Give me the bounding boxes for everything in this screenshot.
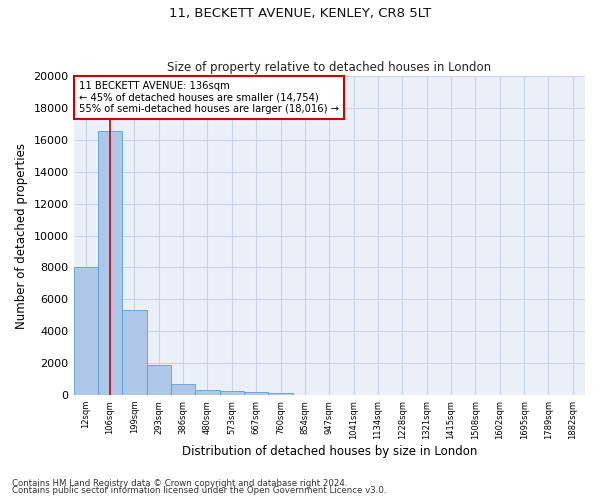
Title: Size of property relative to detached houses in London: Size of property relative to detached ho…	[167, 60, 491, 74]
Bar	[74, 266, 98, 395]
Text: Contains public sector information licensed under the Open Government Licence v3: Contains public sector information licen…	[12, 486, 386, 495]
Text: Contains HM Land Registry data © Crown copyright and database right 2024.: Contains HM Land Registry data © Crown c…	[12, 478, 347, 488]
Bar	[98, 131, 122, 395]
Bar	[196, 390, 220, 395]
Text: 11, BECKETT AVENUE, KENLEY, CR8 5LT: 11, BECKETT AVENUE, KENLEY, CR8 5LT	[169, 8, 431, 20]
X-axis label: Distribution of detached houses by size in London: Distribution of detached houses by size …	[182, 444, 477, 458]
Bar	[122, 310, 146, 395]
Bar	[244, 392, 268, 395]
Bar	[220, 392, 244, 395]
Y-axis label: Number of detached properties: Number of detached properties	[15, 142, 28, 328]
Text: 11 BECKETT AVENUE: 136sqm
← 45% of detached houses are smaller (14,754)
55% of s: 11 BECKETT AVENUE: 136sqm ← 45% of detac…	[79, 81, 338, 114]
Bar	[171, 384, 196, 395]
Bar	[146, 366, 171, 395]
Bar	[268, 392, 293, 395]
